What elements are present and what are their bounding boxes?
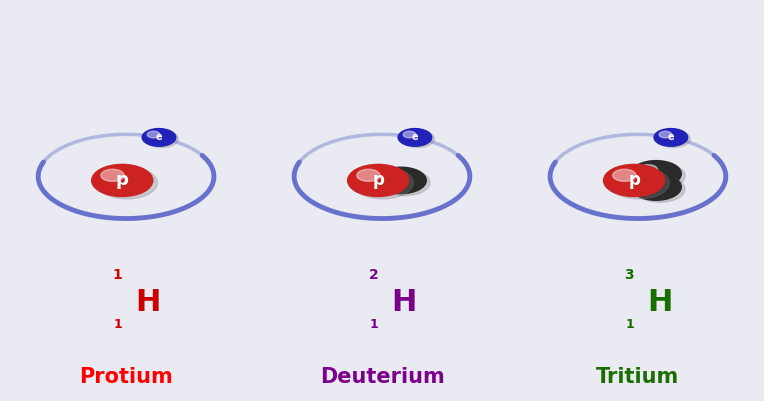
- Text: n: n: [397, 174, 406, 187]
- Text: p: p: [116, 172, 128, 189]
- Text: Deuterium: Deuterium: [319, 367, 445, 387]
- Circle shape: [403, 131, 416, 138]
- Circle shape: [656, 130, 690, 148]
- Text: e: e: [156, 132, 162, 142]
- Circle shape: [384, 171, 403, 181]
- Text: 1: 1: [112, 268, 122, 282]
- Circle shape: [147, 131, 160, 138]
- Text: e: e: [668, 132, 674, 142]
- Text: 1: 1: [114, 318, 122, 331]
- Circle shape: [101, 169, 124, 181]
- Circle shape: [635, 176, 685, 202]
- Circle shape: [144, 130, 178, 148]
- Circle shape: [398, 129, 432, 146]
- Text: e: e: [412, 132, 418, 142]
- Circle shape: [654, 129, 688, 146]
- Circle shape: [352, 167, 413, 199]
- Text: p: p: [628, 172, 640, 189]
- Text: 2: 2: [368, 268, 378, 282]
- Circle shape: [348, 164, 409, 196]
- Circle shape: [96, 167, 157, 199]
- Circle shape: [631, 160, 681, 187]
- Circle shape: [92, 164, 153, 196]
- Text: 1: 1: [626, 318, 634, 331]
- Text: n: n: [652, 182, 660, 192]
- Text: Tritium: Tritium: [597, 367, 679, 387]
- Circle shape: [400, 130, 434, 148]
- Text: n: n: [652, 169, 660, 179]
- Text: p: p: [372, 172, 384, 189]
- Text: H: H: [135, 288, 160, 317]
- Text: Protium: Protium: [79, 367, 173, 387]
- Circle shape: [380, 169, 430, 196]
- Circle shape: [604, 164, 665, 196]
- Circle shape: [659, 131, 672, 138]
- Circle shape: [639, 178, 658, 188]
- Circle shape: [631, 174, 681, 200]
- Text: H: H: [647, 288, 672, 317]
- Text: 1: 1: [370, 318, 378, 331]
- Text: H: H: [391, 288, 416, 317]
- Circle shape: [635, 162, 685, 189]
- Circle shape: [613, 169, 636, 181]
- Circle shape: [357, 169, 380, 181]
- Circle shape: [639, 164, 658, 174]
- Text: 3: 3: [624, 268, 634, 282]
- Circle shape: [142, 129, 176, 146]
- Circle shape: [608, 167, 669, 199]
- Circle shape: [376, 167, 426, 194]
